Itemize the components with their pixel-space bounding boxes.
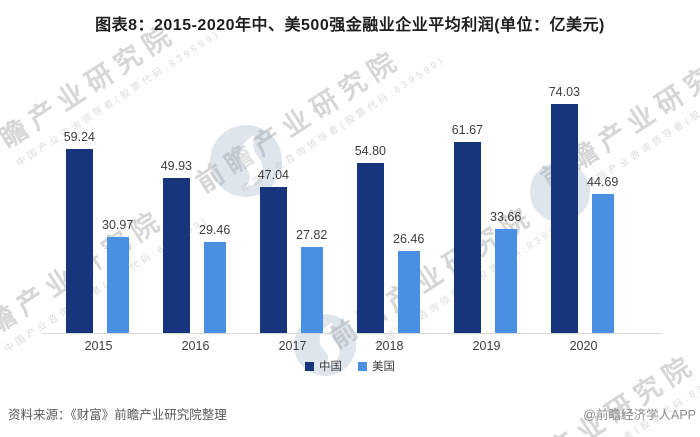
bar-group-2017: 47.04 27.82 2017 xyxy=(244,85,341,353)
credit-note: @前瞻经济学人APP xyxy=(583,408,696,422)
chart-title: 图表8：2015-2020年中、美500强金融业企业平均利润(单位：亿美元) xyxy=(95,17,605,34)
source-note: 资料来源：《财富》前瞻产业研究院整理 xyxy=(8,408,227,422)
value-label: 47.04 xyxy=(257,168,289,182)
legend-label-usa: 美国 xyxy=(372,361,395,373)
x-tick-label: 2018 xyxy=(375,339,404,353)
value-label: 33.66 xyxy=(490,210,522,224)
bar-中国-2018 xyxy=(356,163,384,333)
legend: 中国 美国 xyxy=(0,358,700,374)
bar-中国-2016 xyxy=(162,178,190,333)
x-tick-label: 2017 xyxy=(278,339,307,353)
bar-group-2015: 59.24 30.97 2015 xyxy=(50,85,147,353)
bar-中国-2015 xyxy=(65,149,93,333)
value-label: 26.46 xyxy=(393,232,425,246)
value-label: 54.80 xyxy=(354,144,386,158)
value-label: 61.67 xyxy=(451,123,483,137)
legend-swatch-usa xyxy=(358,361,367,371)
bar-group-2018: 54.80 26.46 2018 xyxy=(341,85,438,353)
x-tick-label: 2020 xyxy=(569,339,598,353)
value-label: 29.46 xyxy=(199,223,231,237)
bar-中国-2020 xyxy=(550,104,578,333)
x-tick-label: 2019 xyxy=(472,339,501,353)
bar-美国-2019 xyxy=(494,229,517,333)
x-tick-label: 2016 xyxy=(181,339,210,353)
plot-groups: 59.24 30.97 2015 49.93 29.46 2016 47.04 27.82 20… xyxy=(50,85,632,353)
footer: 资料来源：《财富》前瞻产业研究院整理 @前瞻经济学人APP xyxy=(8,404,696,423)
bar-group-2019: 61.67 33.66 2019 xyxy=(438,85,535,353)
value-label: 30.97 xyxy=(102,218,134,232)
bar-中国-2019 xyxy=(453,142,481,333)
value-label: 44.69 xyxy=(587,175,619,189)
bar-美国-2017 xyxy=(300,247,323,333)
x-axis-line xyxy=(42,333,662,334)
bar-美国-2016 xyxy=(203,242,226,333)
bar-美国-2015 xyxy=(106,237,129,333)
bar-美国-2018 xyxy=(397,251,420,333)
value-label: 74.03 xyxy=(548,85,580,99)
bar-美国-2020 xyxy=(591,194,614,333)
legend-label-china: 中国 xyxy=(319,361,342,373)
value-label: 27.82 xyxy=(296,228,328,242)
x-tick-label: 2015 xyxy=(84,339,113,353)
legend-item-china: 中国 xyxy=(305,358,342,374)
bar-group-2016: 49.93 29.46 2016 xyxy=(147,85,244,353)
value-label: 59.24 xyxy=(63,130,95,144)
legend-item-usa: 美国 xyxy=(358,358,395,374)
legend-swatch-china xyxy=(305,361,314,371)
bar-group-2020: 74.03 44.69 2020 xyxy=(535,85,632,353)
value-label: 49.93 xyxy=(160,159,192,173)
bar-中国-2017 xyxy=(259,187,287,333)
